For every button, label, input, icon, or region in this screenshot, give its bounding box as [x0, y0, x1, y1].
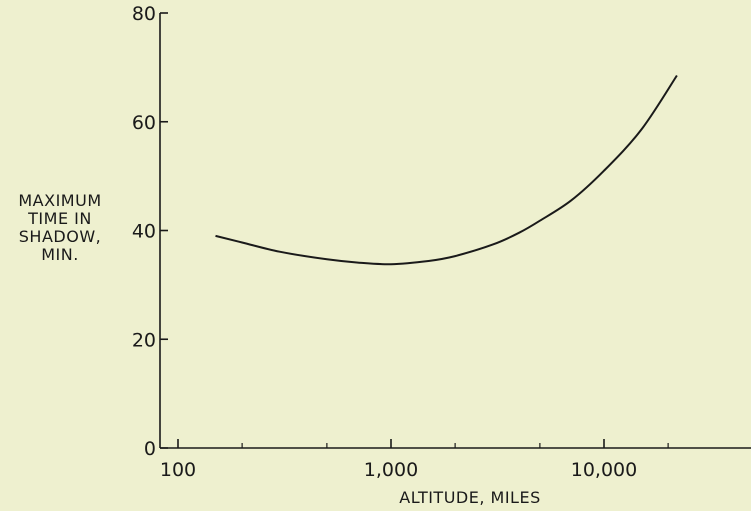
series-line: [215, 74, 678, 266]
y-tick-label: 0: [144, 438, 156, 460]
y-tick-label: 60: [132, 112, 156, 134]
y-axis-title-line: SHADOW,: [19, 227, 101, 246]
y-axis-title-line: MIN.: [41, 245, 79, 264]
x-tick-label: 1,000: [364, 459, 418, 481]
y-axis-title-line: TIME IN: [27, 209, 92, 228]
y-tick-label: 20: [132, 329, 156, 351]
ticks: 0 20 40 60 80 100 1,000 10,000: [132, 3, 669, 481]
x-tick-label: 10,000: [571, 459, 637, 481]
axes: [159, 13, 751, 449]
y-tick-label: 80: [132, 3, 156, 25]
x-axis-title: ALTITUDE, MILES: [399, 488, 540, 507]
x-tick-label: 100: [160, 459, 196, 481]
y-axis-title-line: MAXIMUM: [18, 191, 101, 210]
series: [215, 74, 678, 266]
y-tick-label: 40: [132, 221, 156, 243]
